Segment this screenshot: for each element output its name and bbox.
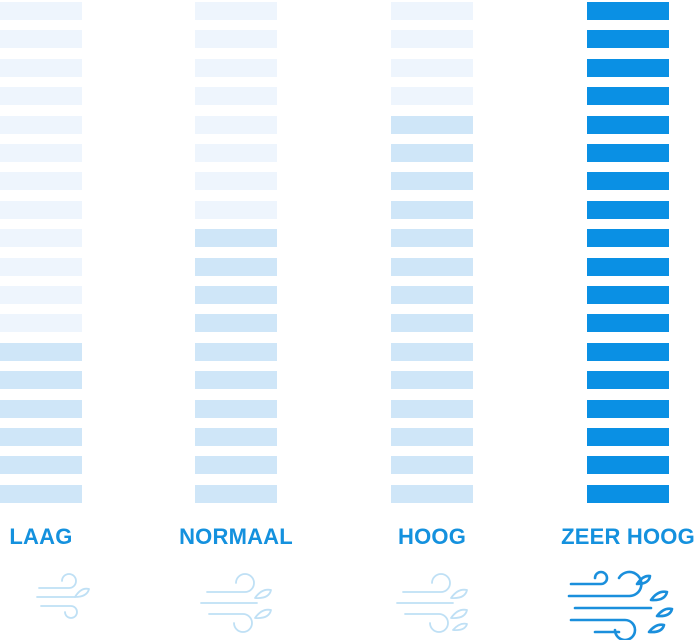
level-segment [587,371,669,390]
level-segment [587,58,669,77]
level-segment [0,484,82,503]
level-segment [195,30,277,49]
level-segment [587,484,669,503]
level-segment [391,399,473,418]
level-zeer-hoog: ZEER HOOG [543,0,700,641]
level-segment [391,484,473,503]
level-segment [195,371,277,390]
level-segment [195,58,277,77]
level-segment [391,58,473,77]
level-segment [587,172,669,191]
level-segment [0,144,82,162]
level-segment [587,257,669,276]
strong-wind-leaves-icon [567,570,674,640]
level-segment [587,115,669,134]
level-segment [391,229,473,248]
level-segment [587,314,669,333]
level-segment [0,30,82,49]
wind-leaves-icon [200,573,272,633]
level-segment [391,314,473,333]
level-segment [0,58,82,77]
level-segment [0,87,82,106]
level-segment [195,2,277,20]
level-segment [587,144,669,162]
level-segment [391,342,473,361]
level-segment [0,115,82,134]
level-segment [391,371,473,390]
level-segment [391,87,473,106]
level-segment [195,115,277,134]
level-segment [0,172,82,191]
level-segment [391,286,473,304]
level-segment [195,229,277,248]
wind-leaf-icon [36,573,90,619]
level-segment [587,229,669,248]
level-segment [195,286,277,304]
level-segment [391,172,473,191]
level-segment [587,428,669,446]
level-segment [391,30,473,49]
level-segment [587,2,669,20]
level-segment [587,286,669,304]
level-segment [195,484,277,503]
wind-leaves-icon [396,573,468,633]
level-normaal: NORMAAL [151,0,321,641]
level-segment [0,428,82,446]
level-segment [587,87,669,106]
level-hoog: HOOG [347,0,517,641]
level-segment [0,399,82,418]
level-segment [0,342,82,361]
level-segment [195,314,277,333]
level-segment [195,172,277,191]
level-segment [391,428,473,446]
level-segment [587,342,669,361]
level-segment [195,428,277,446]
level-segment [391,257,473,276]
level-label: HOOG [397,524,467,549]
level-segment [391,200,473,219]
level-segment [0,456,82,475]
level-segment [195,342,277,361]
level-label: LAAG [9,524,73,549]
level-segment [0,257,82,276]
level-segment [587,456,669,475]
level-segment [0,229,82,248]
level-segment [195,399,277,418]
level-segment [195,456,277,475]
level-label: ZEER HOOG [561,524,695,549]
level-segment [587,399,669,418]
level-segment [0,200,82,219]
level-laag: LAAG [0,0,126,641]
level-segment [0,314,82,333]
level-segment [0,371,82,390]
level-segment [195,200,277,219]
level-label: NORMAAL [179,524,293,549]
level-segment [391,2,473,20]
level-segment [195,87,277,106]
level-segment [0,2,82,20]
level-segment [391,115,473,134]
level-segment [195,144,277,162]
level-segment [587,30,669,49]
level-segment [391,456,473,475]
level-segment [0,286,82,304]
level-segment [587,200,669,219]
level-segment [391,144,473,162]
level-segment [195,257,277,276]
